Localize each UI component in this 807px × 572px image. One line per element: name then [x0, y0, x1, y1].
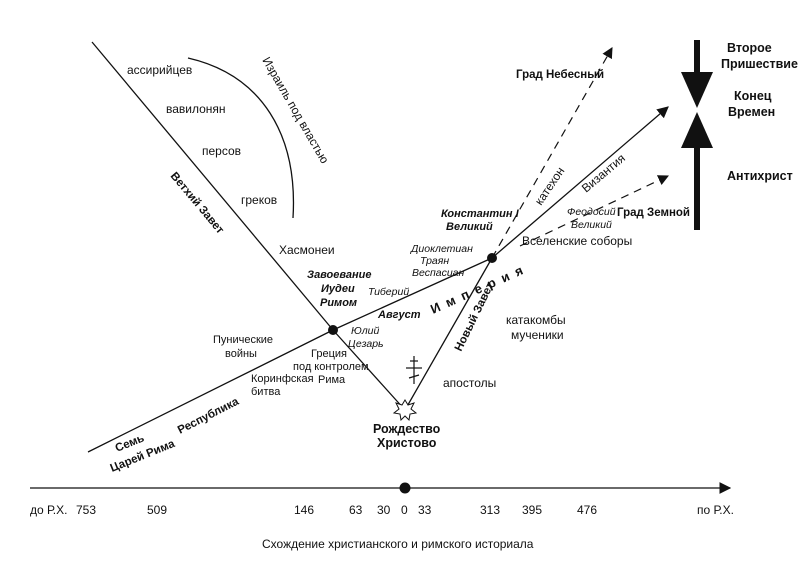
label-corinth-1: Коринфская: [251, 373, 314, 385]
timeline-zero-dot: [399, 482, 411, 494]
empire-line: [332, 257, 493, 331]
heavenly-city-arrow: [491, 47, 613, 259]
label-antichrist: Антихрист: [727, 169, 793, 183]
nativity-star-icon: [392, 399, 418, 422]
label-theodosius-1: Феодосий: [567, 206, 616, 218]
label-constantine-2: Великий: [446, 221, 493, 233]
antichrist-arrowhead: [681, 112, 713, 148]
label-ecumenical-councils: Вселенские соборы: [522, 234, 632, 248]
timeline-tick-395: 395: [522, 503, 542, 517]
label-catacombs-1: катакомбы: [506, 313, 566, 327]
label-conquest-3: Римом: [320, 297, 357, 309]
timeline-tick-313: 313: [480, 503, 500, 517]
byzantium-arrow: [491, 106, 669, 259]
timeline-end-label: по Р.Х.: [697, 503, 734, 517]
label-constantine-1: Константин I: [441, 208, 520, 220]
label-greece-2: под контролем: [293, 361, 369, 373]
label-augustus: Август: [377, 309, 421, 321]
label-israel-under-power: Израиль под властью: [259, 55, 331, 166]
timeline-tick-753: 753: [76, 503, 96, 517]
label-julius-2: Цезарь: [348, 338, 384, 350]
label-greeks: греков: [241, 193, 277, 207]
orthodox-cross-icon: [406, 356, 422, 384]
label-assyrians: ассирийцев: [127, 63, 192, 77]
label-corinth-2: битва: [251, 386, 281, 398]
label-second-coming-2: Пришествие: [721, 57, 798, 71]
label-end-of-times-2: Времен: [728, 105, 775, 119]
israel-arc: [187, 57, 295, 219]
label-babylonians: вавилонян: [166, 102, 226, 116]
line-to-nativity: [332, 329, 406, 411]
label-republic: Республика: [176, 395, 241, 436]
label-end-of-times-1: Конец: [734, 89, 772, 103]
label-apostles: апостолы: [443, 376, 496, 390]
label-byzantium: Византия: [579, 151, 628, 195]
old-testament-line: [91, 41, 334, 331]
label-julius-1: Юлий: [351, 325, 379, 337]
label-nativity-2: Христово: [377, 436, 437, 450]
label-persians: персов: [202, 144, 241, 158]
label-catacombs-2: мученики: [511, 328, 564, 342]
label-vespasian: Веспасиан: [412, 267, 465, 279]
label-greece-3: Рима: [318, 374, 346, 386]
timeline-tick-146: 146: [294, 503, 314, 517]
timeline-tick-476: 476: [577, 503, 597, 517]
roman-history-line: [87, 329, 334, 453]
label-nativity-1: Рождество: [373, 422, 441, 436]
timeline-tick-0: 0: [401, 503, 408, 517]
label-theodosius-2: Великий: [571, 219, 612, 231]
label-earthly-city: Град Земной: [617, 207, 690, 219]
label-trajan: Траян: [420, 255, 449, 267]
label-heavenly-city: Град Небесный: [516, 69, 604, 81]
label-hasmoneans: Хасмонеи: [279, 243, 335, 257]
timeline-start-label: до Р.Х.: [30, 503, 67, 517]
timeline-tick-509: 509: [147, 503, 167, 517]
label-diocletian: Диоклетиан: [410, 243, 473, 255]
label-greece-1: Греция: [311, 348, 347, 360]
timeline-tick-63: 63: [349, 503, 363, 517]
constantine-dot: [487, 253, 497, 263]
caption: Схождение христианского и римского истор…: [262, 537, 534, 551]
label-conquest-2: Иудеи: [321, 283, 355, 295]
rome-junction-dot: [328, 325, 338, 335]
label-punic-1: Пунические: [213, 334, 273, 346]
timeline-tick-33: 33: [418, 503, 432, 517]
label-second-coming-1: Второе: [727, 41, 772, 55]
new-testament-line: [404, 257, 493, 411]
label-katechon: катехон: [532, 164, 568, 207]
timeline-tick-30: 30: [377, 503, 391, 517]
label-old-testament: Ветхий Завет: [168, 170, 226, 236]
label-tiberius: Тиберий: [368, 286, 409, 298]
label-conquest-1: Завоевание: [307, 269, 372, 281]
second-coming-arrowhead: [681, 72, 713, 108]
label-punic-2: войны: [225, 348, 257, 360]
